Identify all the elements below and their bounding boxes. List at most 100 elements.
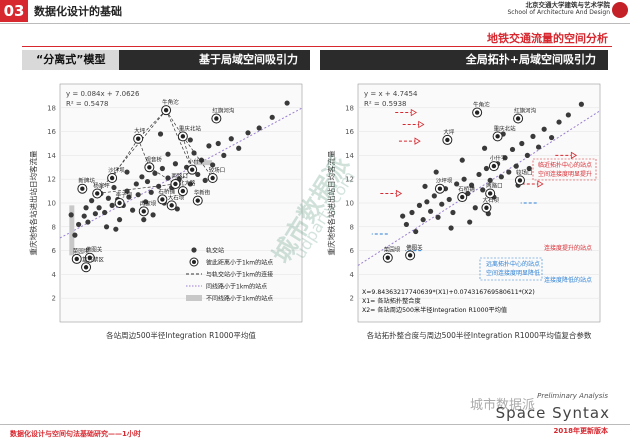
scatter-point [165,175,171,181]
y-tick-label: 14 [345,152,354,160]
logo-en: School of Architecture And Design [507,9,611,16]
station-label: 华新街 [194,189,211,197]
station-point [135,136,141,141]
legend-label: 不同线路小于1km的站点 [206,295,273,303]
station-label: 沙坪坝 [436,177,453,185]
panel-right-titlebar: 全局拓扑+局域空间吸引力 [320,50,608,70]
legend-symbol [186,295,202,301]
scatter-point [236,145,242,151]
equation-label: y = x + 4.7454 [364,90,418,98]
scatter-point [509,146,516,153]
scatter-point [422,183,428,189]
y-tick-label: 12 [345,176,354,184]
scatter-point [454,181,460,187]
y-tick-label: 2 [52,295,56,303]
section-number: 03 [0,0,28,22]
legend-label: 轨交站 [206,247,224,255]
scatter-point [448,225,454,231]
scatter-point [513,163,519,169]
model-tag: “分离式”模型 [22,50,120,70]
station-label: 菜园坝 [73,247,90,255]
connection-line [182,136,193,170]
panel-left-titlebar: “分离式”模型 基于局域空间吸引力 [22,50,310,70]
connection-line [137,138,150,168]
scatter-point [96,205,102,211]
scatter-point [143,199,149,205]
scatter-point [549,134,555,141]
scatter-point [92,211,98,217]
annotation-label: 连接度降低的站点 [544,276,592,284]
scatter-point [124,169,130,175]
scatter-point [141,217,147,223]
station-point [163,107,169,113]
edition-label: 2018年更新版本 [553,427,608,435]
y-tick-label: 8 [52,223,56,231]
wechat-watermark: 城市数据派 [470,398,536,413]
chart-left-svg: 2 4 6 8 10 12 14 16 18 各站周边500半径Integration R1000… [28,83,303,340]
station-point [515,116,521,121]
station-point [74,256,79,262]
station-point [495,134,500,139]
scatter-point [556,119,562,125]
station-point [195,198,200,203]
scatter-point [483,165,490,172]
scatter-point [89,198,95,204]
scatter-point [459,157,465,163]
preliminary-label: Preliminary Analysis [537,392,608,400]
station-point [160,197,165,202]
scatter-point [152,170,158,176]
scatter-point [102,209,108,216]
scatter-point [187,137,193,143]
station-label: 大坪 [134,127,146,135]
station-label: 牛角沱 [473,101,490,109]
station-point [517,178,523,183]
station-label: 红旗河沟 [514,107,537,115]
scatter-point [245,130,251,136]
annotation-label: 连接度提升的站点 [544,244,592,252]
station-label: 杨家坪 [93,181,110,189]
station-point [460,194,465,200]
y-tick-label: 18 [345,104,354,112]
y-tick-label: 4 [350,271,355,279]
y-tick-label: 2 [350,295,354,303]
connection-line [137,109,167,139]
panel-global-topology: 全局拓扑+局域空间吸引力 2 4 6 8 10 12 14 16 18 各站拓扑整合度与周边500… [320,50,608,350]
station-label: 小什字 [188,158,205,166]
station-point [437,186,443,191]
station-point [173,181,178,187]
station-point [491,163,497,169]
increase-arrowhead [414,137,421,145]
footer-divider [0,424,630,425]
station-label: 大坪 [443,128,455,136]
increase-arrowhead [410,108,418,117]
station-label: 观音桥 [145,155,162,163]
y-tick-label: 4 [52,271,57,279]
y-tick-label: 6 [350,247,355,255]
scatter-point [198,157,205,163]
scatter-point [519,140,525,147]
scatter-point [446,196,452,203]
scatter-point [541,126,547,132]
scatter-point [85,219,91,225]
scatter-point [126,194,132,200]
scatter-point [130,207,136,213]
increase-arrowhead [570,151,578,160]
page-header: 03 数据化设计的基础 北京交通大学建筑与艺术学院 School of Arch… [0,0,630,22]
station-label: 两路口 [486,181,503,189]
station-label: 大石坝 [168,193,185,201]
slide-subtitle: 地铁交通流量的空间分析 [487,32,608,45]
scatter-point [111,184,117,191]
scatter-point [210,162,216,168]
scatter-point [109,202,115,208]
increase-arrowhead [418,120,425,129]
station-label: 李子坝 [116,191,133,199]
y-tick-label: 12 [47,176,56,184]
scatter-point [428,208,434,214]
scatter-point [450,209,456,216]
scatter-point [103,224,110,230]
y-axis-label: 重庆地铁各站进出站日均客流量 [28,150,38,255]
scatter-point [461,176,467,182]
legend-label: 与轨交站小于1km的连接 [206,271,273,279]
station-point [180,134,186,139]
scatter-point [506,169,512,175]
